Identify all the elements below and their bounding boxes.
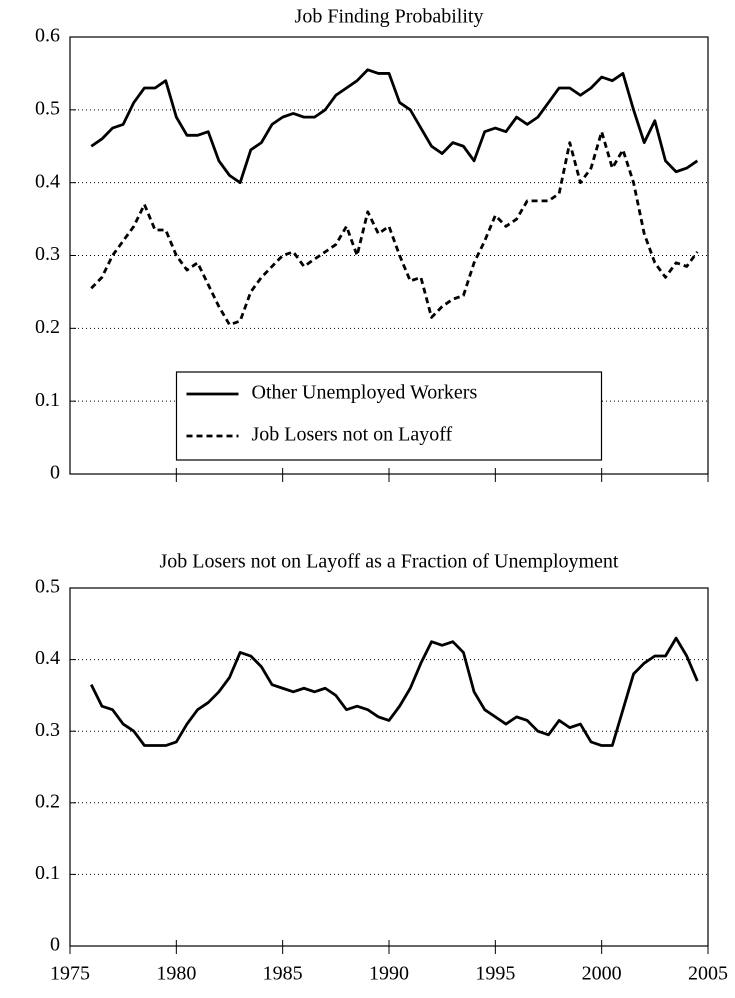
y-tick-label: 0 <box>50 462 60 484</box>
y-tick-label: 0.4 <box>35 170 60 192</box>
legend-label: Job Losers not on Layoff <box>252 424 453 446</box>
x-tick-label: 1980 <box>156 963 196 985</box>
y-tick-label: 0.5 <box>35 97 60 119</box>
x-tick-label: 1975 <box>50 963 90 985</box>
y-tick-label: 0.2 <box>35 790 60 812</box>
chart-title: Job Losers not on Layoff as a Fraction o… <box>160 551 619 573</box>
x-tick-label: 2000 <box>582 963 622 985</box>
y-tick-label: 0.1 <box>35 862 60 884</box>
y-tick-label: 0 <box>50 934 60 956</box>
x-tick-label: 1985 <box>263 963 303 985</box>
x-tick-label: 1990 <box>369 963 409 985</box>
chart-title: Job Finding Probability <box>295 6 484 28</box>
x-tick-label: 2005 <box>688 963 728 985</box>
legend-label: Other Unemployed Workers <box>252 382 478 404</box>
y-tick-label: 0.3 <box>35 243 60 265</box>
plot-frame <box>69 36 709 475</box>
y-tick-label: 0.3 <box>35 719 60 741</box>
plot-frame <box>69 587 709 947</box>
y-tick-label: 0.5 <box>35 576 60 598</box>
line <box>90 636 699 747</box>
y-tick-label: 0.4 <box>35 647 60 669</box>
y-tick-label: 0.6 <box>35 25 60 47</box>
line <box>90 68 699 185</box>
line <box>90 130 699 327</box>
x-tick-label: 1995 <box>475 963 515 985</box>
legend-box <box>175 371 603 461</box>
y-tick-label: 0.1 <box>35 389 60 411</box>
y-tick-label: 0.2 <box>35 316 60 338</box>
